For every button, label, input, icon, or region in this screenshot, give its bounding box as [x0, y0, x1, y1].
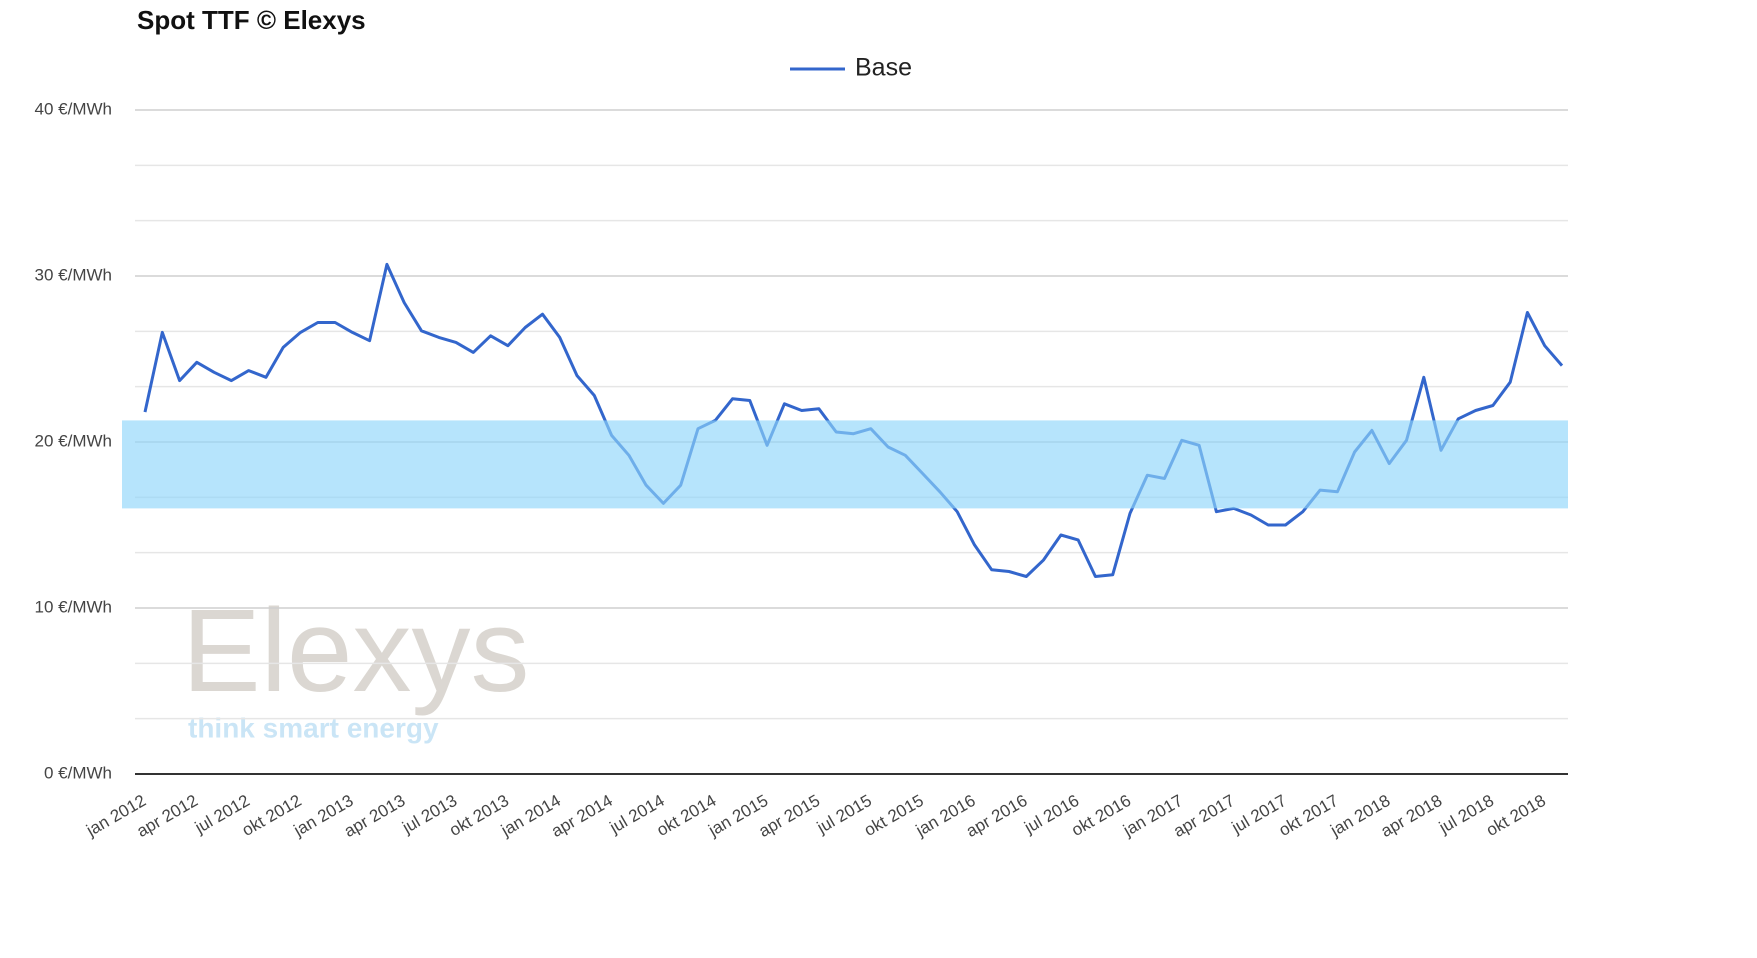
y-tick-label: 0 €/MWh [44, 763, 112, 782]
watermark: Elexys think smart energy [182, 585, 530, 743]
legend-label: Base [855, 54, 912, 82]
chart-title: Spot TTF © Elexys [137, 5, 366, 35]
watermark-brand: Elexys [182, 585, 530, 717]
x-tick-label: okt 2018 [1483, 791, 1549, 840]
watermark-tagline: think smart energy [188, 712, 439, 743]
y-tick-label: 10 €/MWh [35, 597, 112, 616]
y-tick-label: 40 €/MWh [35, 99, 112, 118]
highlight-band [122, 420, 1568, 509]
y-tick-label: 30 €/MWh [35, 265, 112, 284]
y-tick-label: 20 €/MWh [35, 431, 112, 450]
